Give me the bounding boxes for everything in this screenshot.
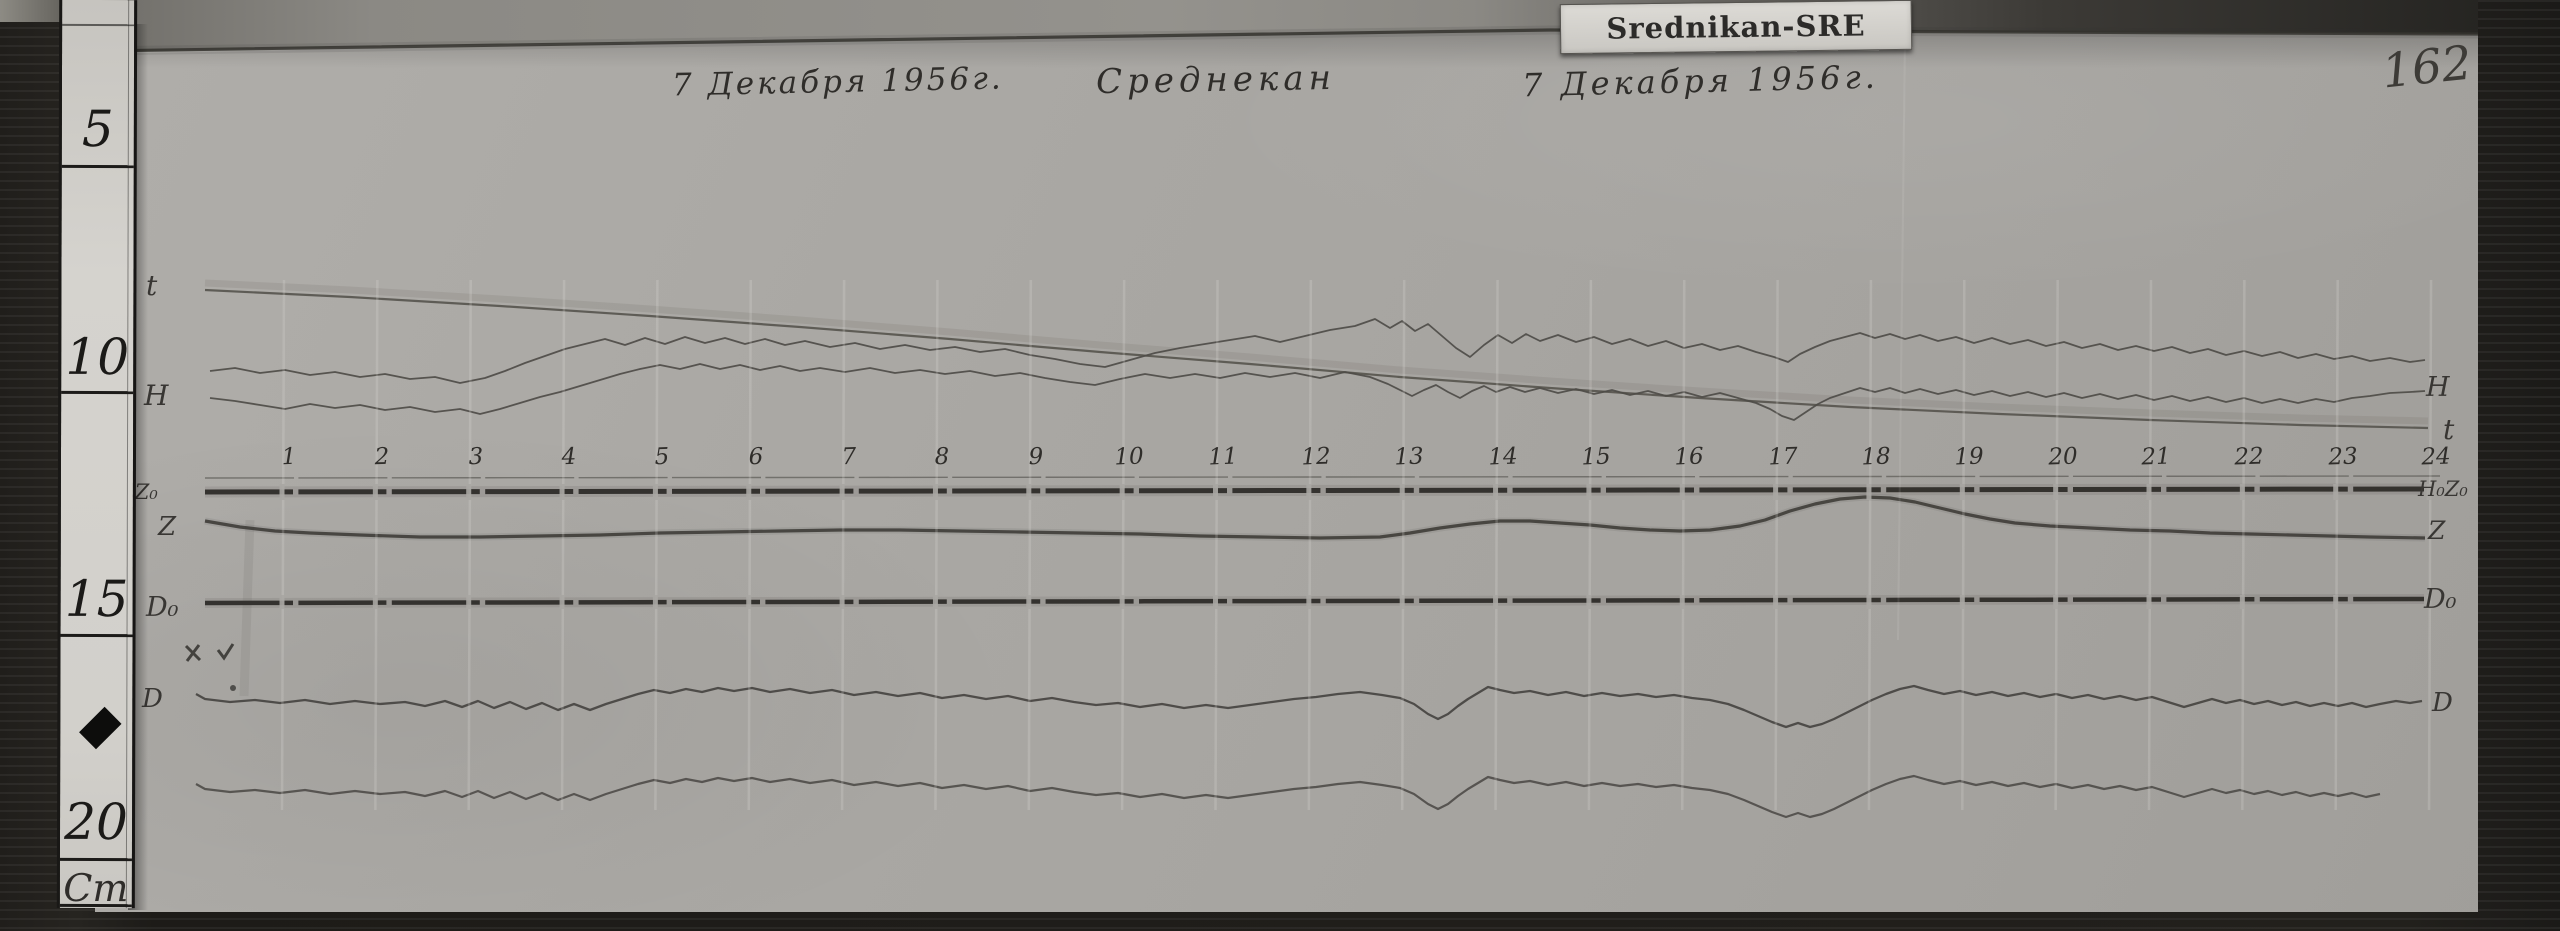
fiducial-line [1027,279,1033,811]
hour-label-18: 18 [1860,443,1892,471]
vertical-smudge [239,519,255,697]
hour-label-5: 5 [654,443,671,471]
hour-label-21: 21 [2140,443,2172,471]
fiducial-line [1120,279,1126,811]
hour-label-15: 15 [1580,443,1611,471]
hour-label-24: 24 [2420,443,2452,471]
hour-label-13: 13 [1394,443,1425,471]
hour-label-4: 4 [561,443,577,471]
hour-label-2: 2 [374,443,391,471]
paper-edge-line [94,28,2479,53]
fiducial-line [654,279,659,811]
fiducial-line [2147,279,2153,811]
fiducial-line [2334,279,2339,811]
ruler-tick-line [60,633,133,638]
tag-label: Srednikan-SRE [1606,8,1866,46]
handwritten-date-left: 7 Декабря 1956г. [671,60,1005,104]
hour-label-11: 11 [1207,443,1238,471]
hour-label-9: 9 [1028,443,1044,471]
trace-label-t: t [2443,413,2455,446]
fiducial-line [1961,279,1966,811]
ruler-top-line [62,23,135,27]
trace-t [204,288,2429,430]
trace-label-Z: Z [2428,516,2446,545]
ink-smudge [184,643,235,662]
ruler-number-15: 15 [64,569,129,629]
trace-label-H: H [144,379,169,412]
ruler-number-5: 5 [81,99,114,159]
centimeter-ruler: Cm 5 10 15 20 [56,0,138,910]
fiducial-line [1867,279,1873,811]
ruler-tick-line [61,164,134,169]
handwritten-station-name: Среднекан [1095,57,1337,103]
trace-label-HZ: H₀Z₀ [2418,477,2468,501]
diamond-mark [79,706,122,750]
fiducial-line [374,279,379,811]
hour-label-8: 8 [934,443,951,471]
fiducial-line [467,279,472,811]
fiducial-line [1587,279,1593,811]
fiducial-line [2241,279,2246,811]
trace-D [195,684,2423,729]
ruler-number-20: 20 [64,792,128,852]
hour-label-20: 20 [2047,443,2078,471]
ruler-bottom-line [59,903,132,908]
trace-label-D: D₀ [2424,584,2457,615]
photo-scratch [1897,35,1906,641]
fiducial-line [280,279,286,811]
page-number: 162 [2379,35,2475,100]
fiducial-line [1214,279,1219,811]
trace-H0Z0-baseline [204,486,2425,495]
hour-label-3: 3 [467,443,484,471]
trace-H-lower [209,363,2426,421]
trace-label-H: H [2426,372,2450,403]
fiducial-line [1774,279,1779,811]
trace-D-second [195,774,2381,819]
specimen-tag: Srednikan-SRE [1559,0,1913,55]
hour-label-7: 7 [841,443,857,471]
trace-t-echo [204,279,2429,425]
trace-Z-soft [204,493,2426,542]
fiducial-line [1307,279,1313,811]
trace-Z [204,495,2426,540]
ruler-number-10: 10 [65,327,130,387]
fiducial-line [840,279,846,811]
hour-label-23: 23 [2327,443,2358,471]
trace-label-t: t [146,269,158,302]
trace-hour-axis [204,475,2441,479]
trace-H-upper [209,318,2426,384]
hour-label-19: 19 [1954,443,1985,471]
fiducial-line [934,279,939,811]
ruler-tick-line [59,857,132,862]
fiducial-line [2054,279,2059,811]
fiducial-line [1494,279,1499,811]
hour-label-17: 17 [1767,443,1798,471]
ruler-tick-line [61,390,134,395]
fiducial-line [747,279,752,811]
hour-label-22: 22 [2234,443,2265,471]
hour-label-6: 6 [747,443,764,471]
trace-label-D: D₀ [146,592,179,623]
hour-label-16: 16 [1674,443,1705,471]
trace-label-D: D [2432,688,2453,718]
ink-dot [230,685,236,691]
trace-label-Z: Z [158,512,177,542]
fiducial-line [1681,279,1686,811]
hour-label-12: 12 [1300,443,1331,471]
fiducial-line [560,279,566,811]
hour-label-10: 10 [1114,443,1145,471]
hour-label-14: 14 [1487,443,1518,471]
hour-label-1: 1 [281,443,297,471]
fiducial-line [1400,279,1406,811]
fiducial-line [2427,279,2433,811]
